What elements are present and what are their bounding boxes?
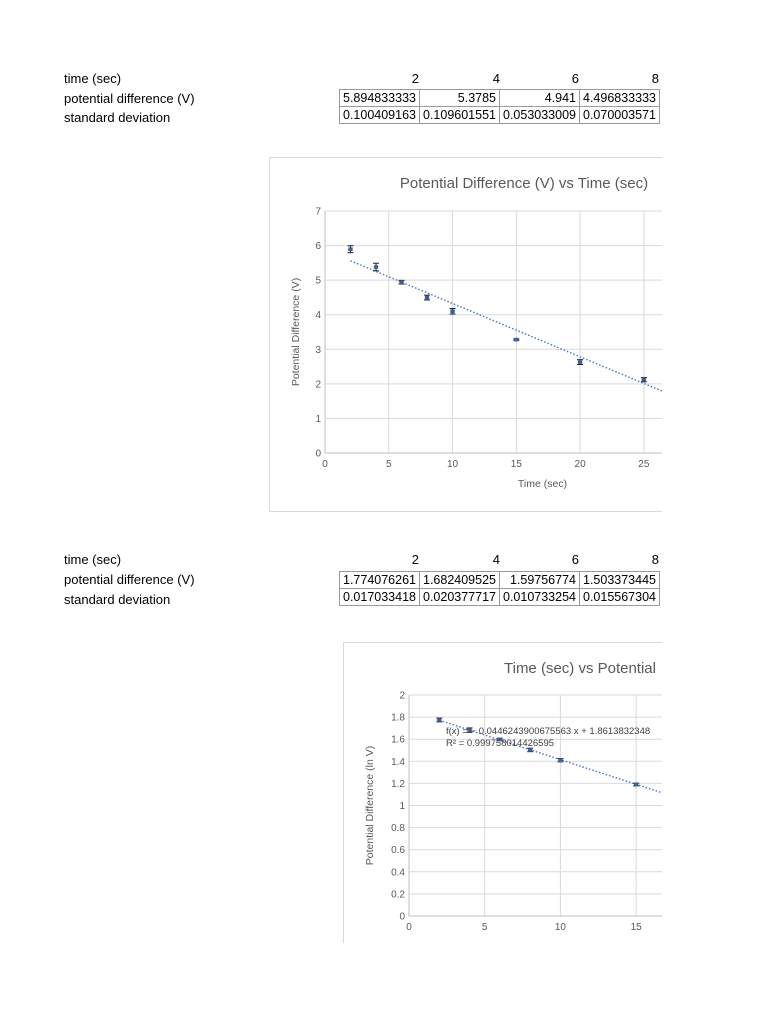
stdev-cell[interactable]: 0.017033418	[339, 588, 420, 606]
data-point	[497, 737, 503, 742]
potential-cell[interactable]: 1.682409525	[419, 571, 500, 589]
stdev-cell[interactable]: 0.015567304	[579, 588, 660, 606]
row-label-time: time (sec)	[64, 71, 122, 86]
stdev-cell[interactable]: 0.100409163	[339, 106, 420, 124]
chart-2-svg: 0 0.2 0.4 0.6 0.8 1 1.2 1.4 1.6 1.8 2 0 5 10 15 Time (s…	[364, 660, 662, 933]
potential-cell[interactable]: 1.774076261	[339, 571, 420, 589]
time-cell: 6	[571, 552, 579, 567]
row-label-stdev: standard deviation	[64, 592, 171, 607]
data-point	[399, 280, 404, 284]
x-axis-label: Time (sec)	[518, 478, 567, 490]
data-table-2: 1.774076261 1.682409525 1.59756774 1.503…	[339, 571, 660, 606]
y-tick-label: 1.2	[391, 779, 405, 790]
x-tick-label: 15	[511, 459, 523, 470]
x-tick-label: 25	[638, 459, 650, 470]
data-point	[633, 782, 639, 787]
y-axis-label: Potential Difference (ln V)	[364, 746, 376, 865]
y-tick-label: 1	[315, 414, 321, 425]
x-tick-label: 10	[447, 459, 459, 470]
x-tick-label: 0	[322, 459, 328, 470]
data-point	[450, 309, 455, 314]
x-tick-label: 5	[482, 922, 488, 933]
y-tick-label: 2	[315, 379, 321, 390]
stdev-cell[interactable]: 0.109601551	[419, 106, 500, 124]
stdev-cell[interactable]: 0.010733254	[499, 588, 580, 606]
y-tick-label: 1.4	[391, 757, 405, 768]
row-label-potential: potential difference (V)	[64, 572, 195, 587]
stdev-cell[interactable]: 0.020377717	[419, 588, 500, 606]
potential-cell[interactable]: 5.894833333	[339, 89, 420, 107]
trendline-equation: f(x) = − 0.0446243900675563 x + 1.861383…	[446, 726, 650, 737]
chart-1-svg: 0 1 2 3 4 5 6 7 0 5 10 15 20 25 Potential Difference (…	[290, 175, 662, 490]
data-point	[348, 247, 353, 252]
y-tick-label: 0.6	[391, 845, 405, 856]
y-tick-label: 4	[315, 310, 321, 321]
y-tick-label: 2	[399, 691, 405, 702]
row-label-time: time (sec)	[64, 552, 122, 567]
x-tick-label: 0	[406, 922, 412, 933]
potential-cell[interactable]: 1.503373445	[579, 571, 660, 589]
y-tick-label: 0	[315, 449, 321, 460]
data-table-1: 5.894833333 5.3785 4.941 4.496833333 0.1…	[339, 89, 660, 124]
data-point	[373, 265, 379, 269]
y-tick-label: 0.2	[391, 889, 405, 900]
x-tick-label: 15	[631, 922, 643, 933]
data-point	[467, 728, 472, 732]
chart-title: Time (sec) vs Potential	[504, 660, 656, 677]
y-axis-label: Potential Difference (V)	[290, 278, 302, 386]
x-tick-label: 20	[575, 459, 587, 470]
potential-cell[interactable]: 4.496833333	[579, 89, 660, 107]
row-label-stdev: standard deviation	[64, 110, 171, 125]
potential-cell[interactable]: 1.59756774	[499, 571, 580, 589]
potential-cell[interactable]: 5.3785	[419, 89, 500, 107]
stdev-cell[interactable]: 0.053033009	[499, 106, 580, 124]
trendline	[439, 719, 662, 794]
data-point	[558, 758, 563, 762]
time-cell: 8	[651, 71, 659, 86]
y-tick-label: 5	[315, 276, 321, 287]
chart-title: Potential Difference (V) vs Time (sec)	[400, 175, 648, 192]
row-label-potential: potential difference (V)	[64, 91, 195, 106]
stdev-cell[interactable]: 0.070003571	[579, 106, 660, 124]
potential-cell[interactable]: 4.941	[499, 89, 580, 107]
y-tick-label: 1	[399, 801, 405, 812]
r-squared-label: R² = 0.999758014426595	[446, 738, 554, 749]
chart-2[interactable]: 0 0.2 0.4 0.6 0.8 1 1.2 1.4 1.6 1.8 2 0 5 10 15 Time (s…	[343, 642, 662, 943]
chart-1[interactable]: 0 1 2 3 4 5 6 7 0 5 10 15 20 25 Potential Difference (…	[269, 157, 662, 512]
y-tick-label: 7	[315, 207, 321, 218]
time-cell: 2	[411, 552, 419, 567]
data-point	[641, 377, 647, 382]
spreadsheet-view: time (sec) potential difference (V) stan…	[64, 71, 662, 943]
y-tick-label: 1.8	[391, 713, 405, 724]
data-point	[577, 360, 583, 364]
data-point	[437, 718, 442, 722]
x-tick-label: 10	[555, 922, 567, 933]
data-point	[424, 295, 430, 300]
y-tick-label: 1.6	[391, 735, 405, 746]
y-tick-label: 0	[399, 912, 405, 923]
time-cell: 4	[492, 71, 500, 86]
y-tick-label: 0.8	[391, 823, 405, 834]
data-point	[527, 748, 533, 752]
time-cell: 6	[571, 71, 579, 86]
y-tick-label: 0.4	[391, 867, 405, 878]
time-cell: 4	[492, 552, 500, 567]
y-tick-label: 3	[315, 345, 321, 356]
y-tick-label: 6	[315, 241, 321, 252]
data-point	[514, 337, 519, 342]
x-tick-label: 5	[386, 459, 392, 470]
time-cell: 2	[411, 71, 419, 86]
time-cell: 8	[651, 552, 659, 567]
